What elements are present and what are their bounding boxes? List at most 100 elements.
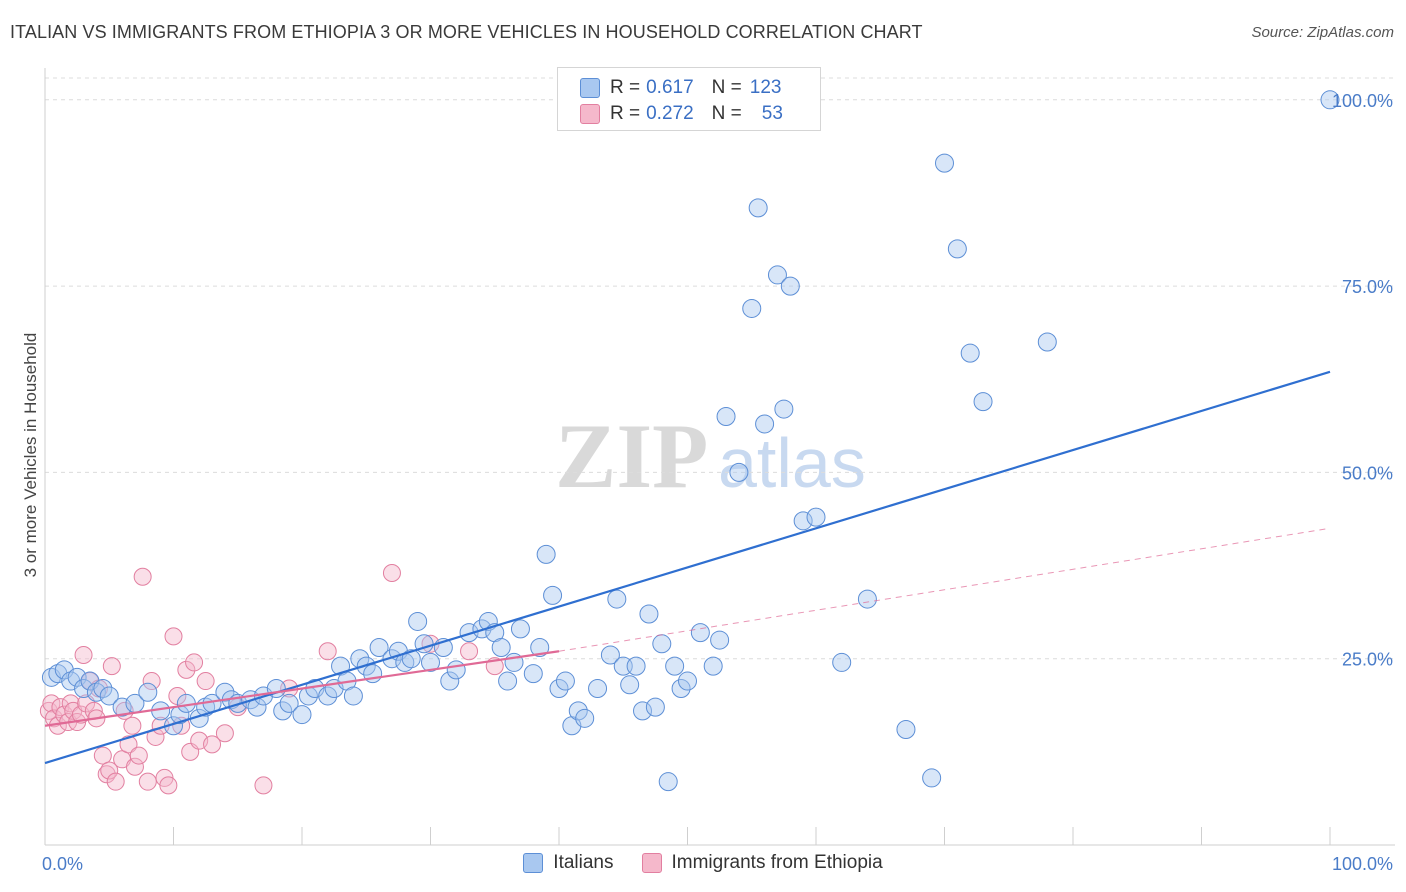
italians-point <box>922 768 942 788</box>
italians-point <box>510 619 530 639</box>
italians-legend-swatch <box>523 853 544 873</box>
italians-point <box>74 679 94 699</box>
source-note: Source: ZipAtlas.com <box>1251 24 1394 41</box>
italians-point <box>690 623 710 643</box>
italians-point <box>671 679 691 699</box>
italians-point <box>536 544 556 564</box>
italians-point <box>446 660 466 680</box>
italians-point <box>215 682 235 702</box>
ethiopia-swatch <box>580 104 600 124</box>
ethiopia-trend-line <box>44 650 560 727</box>
italians-point <box>369 638 389 658</box>
italians-point <box>1320 90 1340 110</box>
y-tick-label: 50.0% <box>1342 463 1393 483</box>
ethiopia-point <box>203 735 222 754</box>
ethiopia-legend-label: Immigrants from Ethiopia <box>671 852 883 873</box>
italians-point <box>549 679 569 699</box>
italians-point <box>767 265 787 285</box>
ethiopia-point <box>119 735 138 754</box>
italians-point <box>947 239 967 259</box>
r-label: R = <box>610 77 641 98</box>
italians-swatch <box>580 78 600 98</box>
legend-item-ethiopia: Immigrants from Ethiopia <box>641 852 883 874</box>
y-tick-label: 100.0% <box>1332 91 1393 111</box>
y-tick-label: 25.0% <box>1342 650 1393 670</box>
italians-point <box>742 298 762 318</box>
italians-point <box>99 686 119 706</box>
italians-trend-line <box>44 370 1331 765</box>
italians-point <box>86 682 106 702</box>
italians-point <box>973 392 993 412</box>
legend-row-ethiopia: R = 0.272 N = 53 <box>580 102 783 126</box>
italians-point <box>716 407 736 427</box>
italians-point <box>112 697 132 717</box>
series-legend: Italians Immigrants from Ethiopia <box>0 852 1406 874</box>
ethiopia-legend-swatch <box>641 853 662 873</box>
ethiopia-point <box>61 694 80 713</box>
italians-point <box>530 638 550 658</box>
italians-legend-label: Italians <box>553 852 614 873</box>
ethiopia-point <box>142 672 161 691</box>
x-tick-label: 100.0% <box>1332 854 1393 874</box>
italians-point <box>93 679 113 699</box>
ethiopia-point <box>106 772 125 791</box>
ethiopia-point <box>254 776 273 795</box>
ethiopia-point <box>164 627 183 646</box>
ethiopia-points <box>39 564 504 795</box>
ethiopia-point <box>177 660 196 679</box>
y-tick-label: 75.0% <box>1342 277 1393 297</box>
watermark-zip: ZIP <box>555 405 708 507</box>
italians-point <box>960 343 980 363</box>
italians-point <box>575 708 595 728</box>
ethiopia-point <box>93 746 112 765</box>
n-value: 53 <box>761 103 783 124</box>
italians-point <box>652 634 672 654</box>
r-label: R = <box>610 103 641 124</box>
italians-point <box>607 589 627 609</box>
gridlines <box>45 77 1395 660</box>
italians-point <box>710 630 730 650</box>
italians-point <box>279 693 299 713</box>
watermark-atlas: atlas <box>718 424 866 502</box>
italians-point <box>588 679 608 699</box>
italians-point <box>793 511 813 531</box>
y-axis-title: 3 or more Vehicles in Household <box>21 333 40 578</box>
ethiopia-point <box>215 724 234 743</box>
italians-point <box>832 652 852 672</box>
italians-point <box>318 686 338 706</box>
italians-point <box>626 656 646 676</box>
italians-point <box>421 652 440 672</box>
trend-lines <box>44 370 1331 765</box>
r-value: 0.272 <box>646 103 694 124</box>
ethiopia-point <box>382 564 401 583</box>
ethiopia-point <box>185 653 204 672</box>
italians-point <box>729 462 749 482</box>
italians-point <box>292 705 312 725</box>
italians-point <box>67 667 87 687</box>
italians-point <box>382 649 402 669</box>
italians-point <box>806 507 826 527</box>
italians-point <box>491 638 511 658</box>
ethiopia-point <box>100 761 119 780</box>
italians-point <box>620 675 640 695</box>
axes <box>44 68 1395 846</box>
italians-point <box>555 671 575 691</box>
n-label: N = <box>711 77 742 98</box>
ethiopia-point <box>42 694 61 713</box>
italians-point <box>633 701 653 721</box>
italians-point <box>748 198 768 218</box>
italians-point <box>896 719 916 739</box>
ethiopia-point <box>133 567 152 586</box>
correlation-legend: R = 0.617 N = 123 R = 0.272 N = 53 <box>557 67 821 131</box>
ethiopia-point <box>159 776 178 795</box>
italians-point <box>408 611 428 631</box>
x-tick-label: 0.0% <box>42 854 83 874</box>
ethiopia-point <box>138 772 157 791</box>
italians-point <box>273 701 293 721</box>
italians-point <box>498 671 518 691</box>
italians-point <box>523 664 543 684</box>
n-label: N = <box>711 103 742 124</box>
italians-point <box>857 589 877 609</box>
italians-point <box>665 656 685 676</box>
